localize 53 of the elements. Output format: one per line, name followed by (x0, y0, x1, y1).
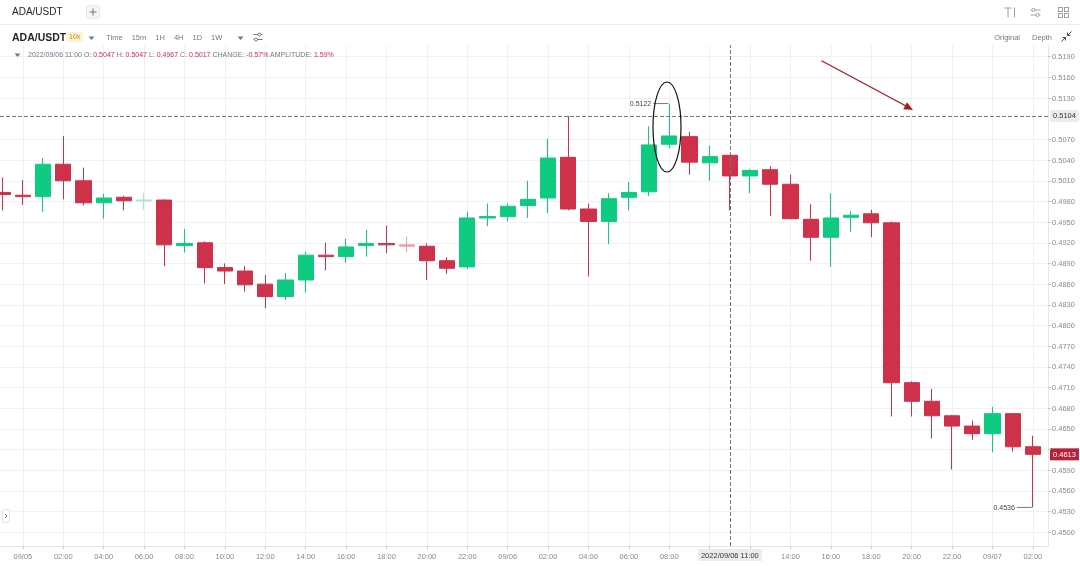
candlestick (176, 228, 193, 253)
candlestick (843, 210, 859, 233)
candlestick (237, 265, 253, 293)
candlestick (742, 168, 758, 194)
candlestick (96, 193, 112, 220)
candlestick (75, 167, 92, 207)
candlestick (702, 145, 718, 182)
candlestick (197, 240, 213, 284)
candlestick (681, 131, 698, 176)
candlestick (459, 211, 475, 270)
candlestick (782, 174, 799, 220)
candlestick (580, 203, 597, 278)
candlestick (257, 274, 273, 309)
chart-title: ADA/USDT (12, 31, 67, 43)
candlestick (277, 272, 294, 301)
candlestick (1025, 435, 1041, 508)
candlestick (318, 242, 334, 271)
candlestick (722, 154, 738, 211)
candlestick (863, 209, 879, 238)
candlestick (924, 388, 940, 439)
candlestick (520, 180, 536, 219)
candlestick (540, 138, 556, 214)
candlestick (944, 414, 960, 471)
candlestick (560, 115, 576, 211)
candlestick (136, 192, 152, 211)
candlestick (156, 198, 172, 267)
candlestick (15, 179, 31, 206)
candlestick (601, 192, 617, 245)
candlestick (298, 251, 314, 293)
candlestick (419, 242, 435, 281)
chart-title: ADA/USDT (12, 6, 63, 17)
candlestick (439, 256, 455, 275)
candlestick (116, 195, 132, 211)
candlestick (823, 192, 839, 268)
candlestick (500, 203, 516, 222)
candlestick (964, 420, 980, 441)
candlestick (984, 406, 1001, 453)
candlestick (358, 229, 374, 258)
candlestick (55, 135, 71, 200)
candlestick (1005, 412, 1021, 453)
candlestick (661, 103, 677, 149)
candlestick (904, 380, 920, 417)
candlestick (762, 165, 778, 217)
candlestick (803, 203, 819, 262)
candlestick (641, 125, 657, 197)
candlestick (35, 157, 51, 213)
candlestick (338, 238, 354, 264)
candlestick (621, 181, 637, 211)
candlestick (883, 220, 900, 417)
candlestick (378, 225, 395, 254)
candlestick (217, 262, 233, 285)
candlestick (399, 236, 415, 253)
candlestick (479, 203, 496, 227)
